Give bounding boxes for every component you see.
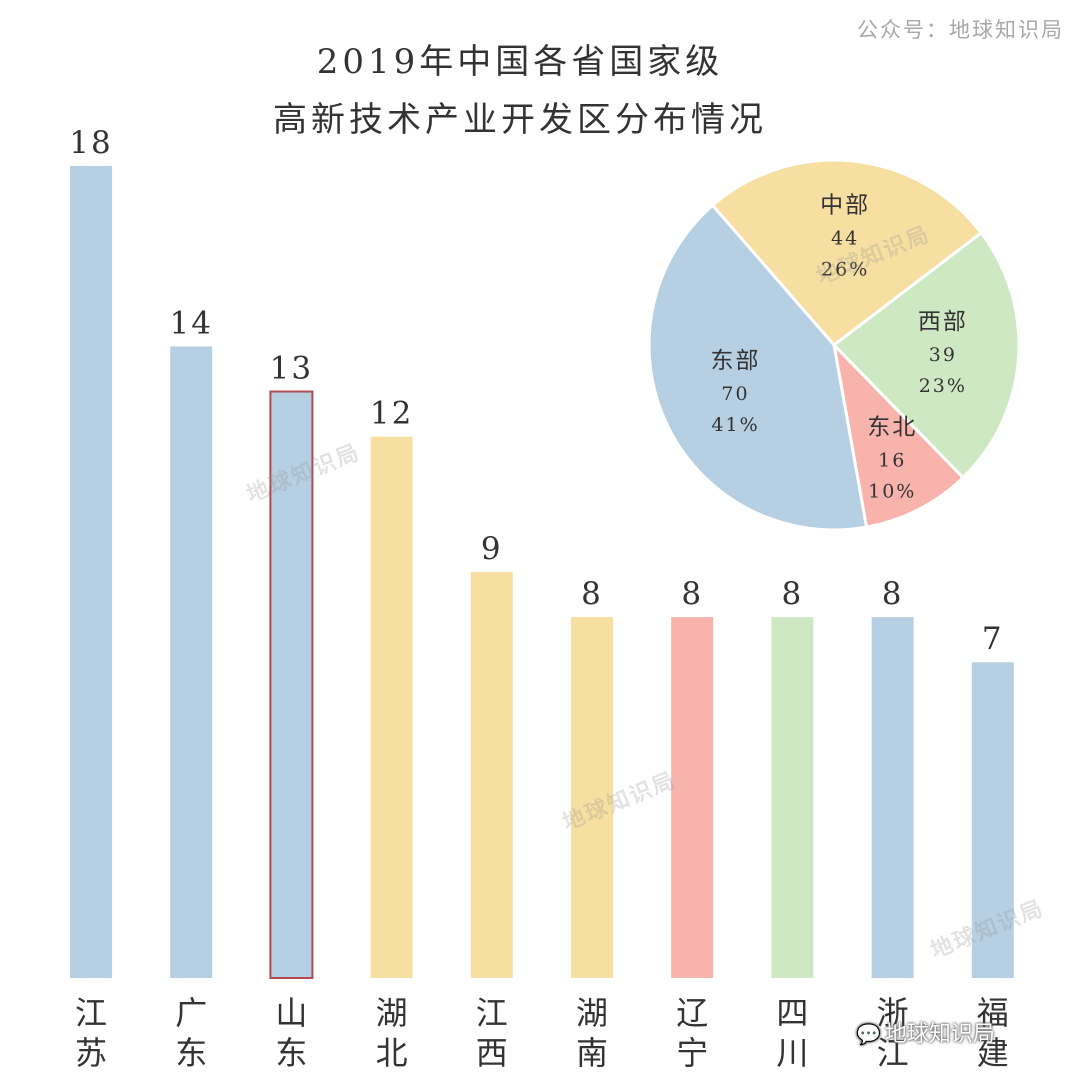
x-tick-label: 辽 — [676, 994, 708, 1032]
bar-value-label: 9 — [481, 531, 503, 567]
bar-浙江 — [871, 617, 914, 978]
footer-watermark-text: 地球知识局 — [884, 1022, 995, 1047]
x-tick-label: 四 — [776, 994, 808, 1032]
x-tick-label: 山 — [275, 994, 307, 1032]
x-tick-label: 苏 — [75, 1034, 107, 1072]
bar-江西 — [470, 572, 513, 978]
x-tick-label: 江 — [877, 1034, 909, 1072]
pie-slice-value: 39 — [929, 344, 957, 366]
pie-slice-东北 — [831, 340, 966, 529]
pie-slice-东部 — [647, 203, 869, 532]
x-tick-label: 南 — [576, 1034, 608, 1072]
bar-四川 — [771, 617, 814, 978]
bar-value-label: 7 — [982, 621, 1004, 657]
bar-value-label: 18 — [69, 125, 112, 161]
pie-slice-percent: 23% — [919, 375, 967, 397]
bar-山东 — [269, 390, 314, 979]
bar-value-label: 8 — [581, 576, 603, 612]
bar-value-label: 13 — [270, 351, 313, 387]
bar-湖南 — [571, 617, 613, 978]
bar-江苏 — [70, 166, 112, 978]
x-tick-label: 江 — [75, 994, 107, 1032]
x-tick-label: 东 — [175, 1034, 207, 1072]
pie-slice-label: 中部 — [820, 192, 870, 218]
bar-辽宁 — [671, 617, 714, 978]
bar-value-label: 8 — [681, 576, 703, 612]
bar-value-label: 8 — [882, 576, 904, 612]
x-tick-label: 东 — [275, 1034, 307, 1072]
x-tick-label: 宁 — [676, 1034, 708, 1072]
source-credit: 公众号：地球知识局 — [857, 18, 1064, 42]
x-tick-label: 西 — [476, 1034, 508, 1072]
pie-slice-label: 西部 — [918, 309, 968, 335]
x-tick-label: 浙 — [877, 994, 909, 1032]
pie-slice-value: 44 — [831, 227, 859, 249]
bar-广东 — [170, 346, 213, 978]
bar-湖北 — [370, 436, 413, 979]
x-tick-label: 福 — [977, 994, 1009, 1032]
x-tick-label: 湖 — [376, 994, 408, 1032]
wechat-icon: 💬 — [856, 1022, 881, 1046]
bar-value-label: 8 — [782, 576, 804, 612]
x-tick-label: 江 — [476, 994, 508, 1032]
pie-slice-label: 东北 — [867, 415, 917, 441]
x-tick-label: 北 — [376, 1034, 408, 1072]
pie-slice-中部 — [710, 158, 984, 348]
x-tick-label: 川 — [776, 1034, 808, 1072]
pie-slice-percent: 26% — [821, 258, 869, 280]
pie-slice-value: 16 — [878, 450, 906, 472]
pie-slice-西部 — [831, 230, 1021, 480]
chart-title-line-2: 高新技术产业开发区分布情况 — [273, 100, 767, 140]
bar-value-label: 14 — [169, 305, 212, 341]
pie-slice-value: 70 — [721, 383, 749, 405]
pie-slice-percent: 10% — [868, 481, 916, 503]
footer-watermark: 💬 地球知识局 — [856, 1016, 995, 1048]
chart-title-line-1: 2019年中国各省国家级 — [316, 42, 724, 82]
x-tick-label: 建 — [977, 1034, 1009, 1072]
bar-福建 — [971, 662, 1014, 978]
pie-slice-label: 东部 — [711, 348, 761, 374]
x-tick-label: 广 — [175, 994, 207, 1032]
bar-value-label: 12 — [370, 396, 413, 432]
pie-slice-percent: 41% — [711, 414, 759, 436]
x-tick-label: 湖 — [576, 994, 608, 1032]
